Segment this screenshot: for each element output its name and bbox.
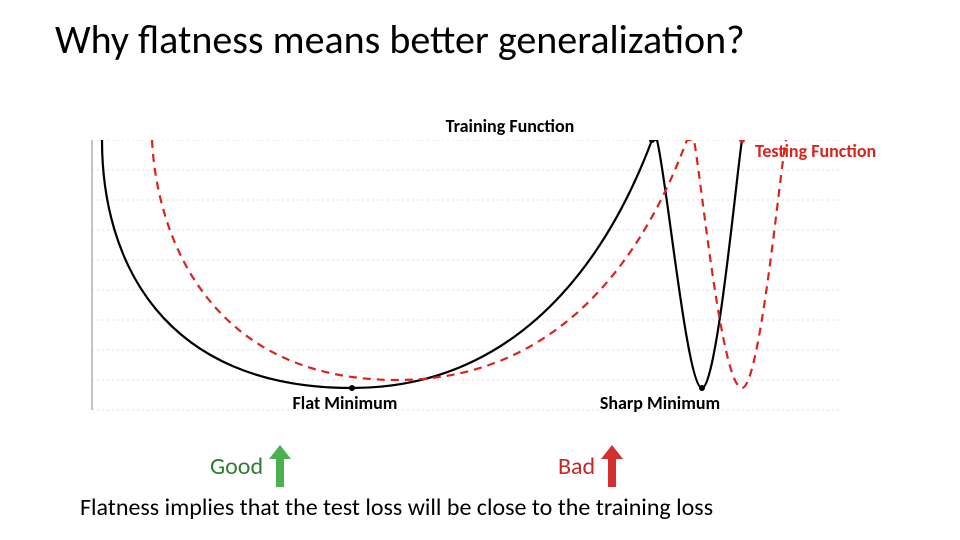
dot-flat-minimum — [349, 385, 355, 391]
good-annotation: Good — [210, 445, 291, 487]
flat-minimum-label: Flat Minimum — [270, 392, 420, 414]
sharp-minimum-label: Sharp Minimum — [585, 392, 735, 414]
good-text: Good — [210, 452, 263, 481]
grid — [92, 140, 842, 410]
chart-svg — [82, 140, 842, 435]
bad-annotation: Bad — [558, 445, 623, 487]
legend-training: Training Function — [420, 115, 600, 137]
page-title: Why flatness means better generalization… — [55, 15, 745, 64]
bottom-caption: Flatness implies that the test loss will… — [80, 493, 713, 522]
chart — [82, 140, 842, 435]
training-curve — [102, 140, 742, 388]
testing-curve — [152, 140, 786, 388]
up-arrow-icon — [601, 445, 623, 487]
dot-sharp-minimum — [699, 385, 705, 391]
up-arrow-icon — [269, 445, 291, 487]
slide: Why flatness means better generalization… — [0, 0, 960, 540]
dot-testing-legend — [739, 140, 745, 143]
bad-text: Bad — [558, 452, 595, 481]
